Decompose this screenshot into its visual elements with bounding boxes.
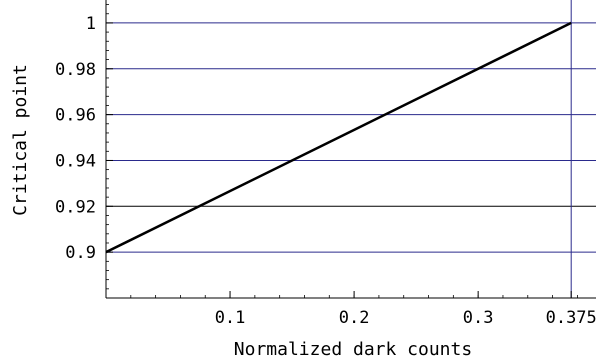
x-tick-label-0: 0.1 — [215, 308, 246, 328]
y-tick-label-4: 0.98 — [55, 60, 96, 80]
y-tick-label-1: 0.92 — [55, 197, 96, 217]
ticks: 0.1 0.2 0.3 0.375 0.9 0.92 0.94 0.96 0.98 1 — [55, 4, 597, 328]
series-layer — [105, 21, 572, 254]
x-axis-label: Normalized dark counts — [234, 339, 472, 360]
grid-lines — [106, 0, 596, 298]
y-tick-label-0: 0.9 — [65, 243, 96, 263]
series-line-0 — [105, 21, 572, 254]
x-tick-label-1: 0.2 — [339, 308, 370, 328]
axes — [105, 0, 596, 299]
y-tick-label-5: 1 — [86, 14, 96, 34]
x-tick-label-2: 0.3 — [463, 308, 494, 328]
y-axis-label: Critical point — [10, 64, 31, 216]
x-tick-label-3: 0.375 — [546, 308, 597, 328]
y-tick-label-2: 0.94 — [55, 151, 96, 171]
y-tick-label-3: 0.96 — [55, 106, 96, 126]
